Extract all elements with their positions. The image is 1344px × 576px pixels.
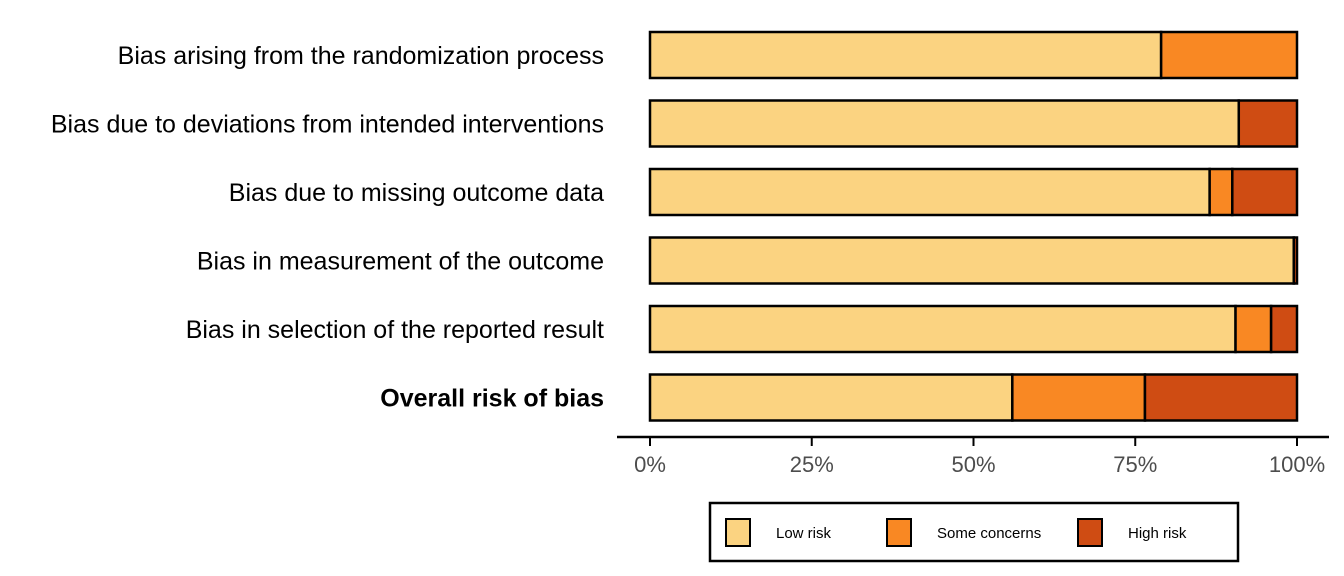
legend-swatch (725, 518, 751, 547)
category-label: Bias in selection of the reported result (186, 316, 604, 344)
bar-segment-some-concerns (1234, 304, 1273, 354)
legend-box (708, 501, 1240, 563)
legend-label: Low risk (776, 525, 832, 542)
bars (648, 30, 1299, 422)
category-label: Bias due to missing outcome data (229, 179, 604, 207)
category-label: Overall risk of bias (380, 385, 604, 413)
bar-segment-low-risk (648, 373, 1014, 422)
bar-segment-some-concerns (1208, 167, 1234, 217)
bar-segment-low-risk (648, 167, 1211, 217)
bar-segment-low-risk (648, 304, 1237, 354)
x-tick-label: 0% (634, 452, 666, 477)
category-label: Bias arising from the randomization proc… (118, 42, 604, 70)
bar-segment-low-risk (648, 236, 1296, 285)
x-tick-label: 25% (790, 452, 834, 477)
bar-segment-some-concerns (1159, 30, 1299, 80)
legend-swatch (1077, 518, 1103, 547)
bar-segment-high-risk (1231, 167, 1299, 217)
bar-segment-high-risk (1292, 236, 1299, 285)
legend-label: High risk (1128, 525, 1187, 542)
legend: Low risk Some concerns High risk (708, 501, 1240, 563)
bar-segment-high-risk (1269, 304, 1299, 354)
legend-label: Some concerns (937, 525, 1041, 542)
bar-segment-high-risk (1237, 99, 1299, 148)
x-axis: 0% 25% 50% 75% 100% (617, 435, 1329, 477)
category-label: Bias due to deviations from intended int… (51, 111, 604, 139)
category-labels: Bias arising from the randomization proc… (51, 42, 604, 413)
legend-swatch (886, 518, 912, 547)
bar-segment-some-concerns (1011, 373, 1147, 422)
x-tick-label: 100% (1269, 452, 1325, 477)
bar-segment-low-risk (648, 99, 1241, 148)
x-tick-label: 75% (1113, 452, 1157, 477)
x-tick-label: 50% (951, 452, 995, 477)
category-label: Bias in measurement of the outcome (197, 248, 604, 276)
bar-segment-low-risk (648, 30, 1163, 80)
bar-segment-high-risk (1143, 373, 1299, 422)
